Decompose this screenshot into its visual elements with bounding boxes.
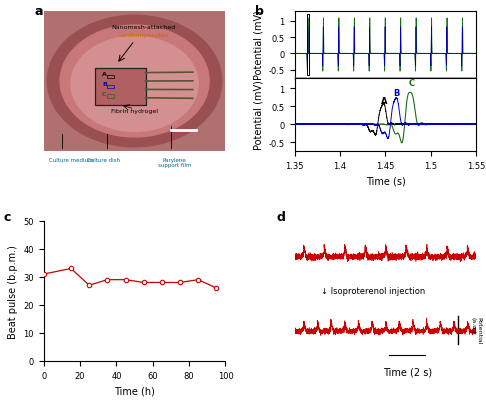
Text: C: C: [102, 92, 106, 97]
Text: Potential
(a.u.): Potential (a.u.): [471, 316, 482, 344]
Ellipse shape: [60, 26, 209, 138]
Ellipse shape: [47, 16, 222, 148]
Text: Fibrin hydrogel: Fibrin hydrogel: [111, 109, 158, 113]
Text: Time (2 s): Time (2 s): [382, 367, 432, 377]
X-axis label: Time (s): Time (s): [365, 176, 405, 186]
Text: d: d: [277, 210, 285, 223]
Text: B: B: [394, 89, 400, 98]
Text: Culture medium: Culture medium: [49, 157, 94, 162]
Bar: [107, 95, 114, 99]
Text: C: C: [408, 79, 414, 87]
Text: A: A: [381, 97, 387, 106]
Text: Parylene
support film: Parylene support film: [158, 157, 191, 168]
Bar: [107, 75, 114, 79]
Text: Nanomesh-attached: Nanomesh-attached: [112, 25, 176, 30]
Bar: [107, 85, 114, 89]
Bar: [307, 14, 309, 76]
X-axis label: Time (h): Time (h): [114, 385, 155, 395]
Text: c: c: [4, 210, 11, 223]
Text: cardiomyocytes: cardiomyocytes: [119, 33, 169, 38]
Text: Time (s): Time (s): [365, 89, 405, 98]
Y-axis label: Beat pulse (b.p.m.): Beat pulse (b.p.m.): [8, 244, 18, 338]
Text: b: b: [255, 5, 263, 18]
Y-axis label: Potential (mV): Potential (mV): [253, 10, 263, 80]
Text: B: B: [102, 82, 107, 87]
Text: Culture dish: Culture dish: [87, 157, 120, 162]
Text: ↓ Isoproterenol injection: ↓ Isoproterenol injection: [321, 287, 425, 296]
Y-axis label: Potential (mV): Potential (mV): [253, 80, 263, 150]
Ellipse shape: [71, 37, 198, 132]
Bar: [95, 69, 145, 105]
Text: a: a: [35, 5, 43, 18]
Text: A: A: [102, 72, 107, 77]
